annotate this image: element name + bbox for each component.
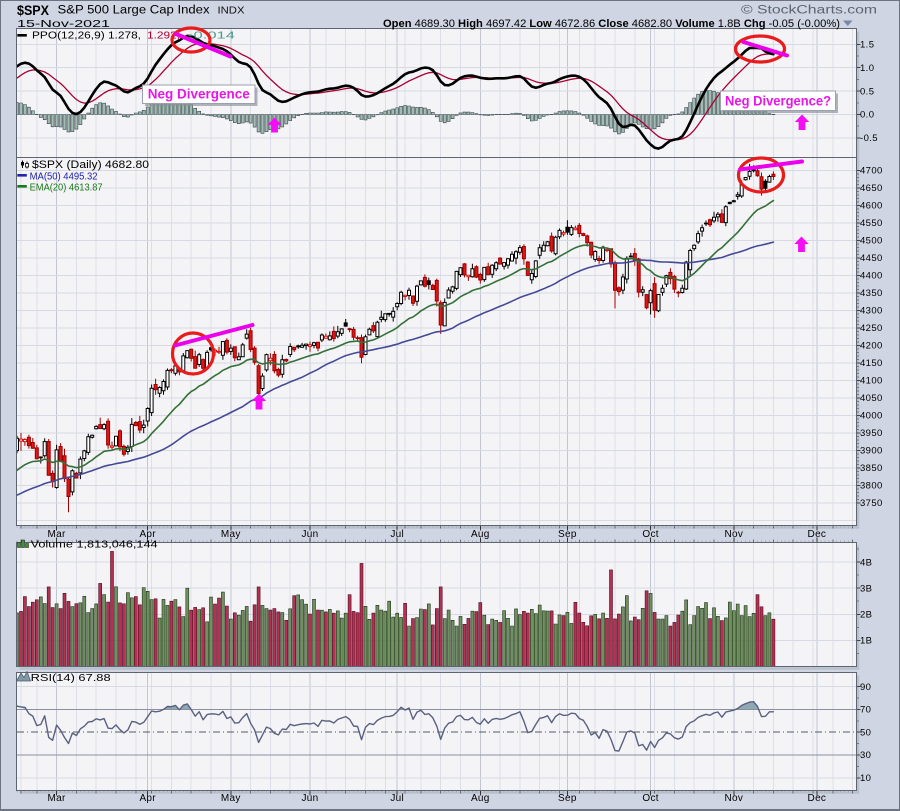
svg-text:S&P 500 Large Cap Index: S&P 500 Large Cap Index (58, 5, 210, 17)
svg-text:-0.014: -0.014 (188, 31, 236, 42)
svg-text:50: 50 (860, 727, 871, 738)
svg-text:Nov: Nov (724, 793, 743, 804)
svg-text:4700: 4700 (860, 166, 883, 177)
svg-text:3750: 3750 (860, 498, 883, 509)
svg-text:Sep: Sep (558, 529, 577, 540)
svg-text:Jun: Jun (301, 529, 318, 540)
svg-text:1.0: 1.0 (860, 63, 874, 74)
svg-text:10: 10 (860, 773, 871, 784)
svg-text:4300: 4300 (860, 306, 883, 317)
svg-text:RSI(14) 67.88: RSI(14) 67.88 (31, 672, 111, 684)
svg-text:Volume 1,813,046,144: Volume 1,813,046,144 (31, 538, 158, 550)
svg-text:-0.5: -0.5 (860, 133, 878, 144)
svg-text:4100: 4100 (860, 376, 883, 387)
svg-text:Mar: Mar (48, 793, 66, 804)
svg-text:Dec: Dec (808, 793, 827, 804)
svg-text:Open 4689.30 High 4697.42 Low: Open 4689.30 High 4697.42 Low 4672.86 Cl… (383, 18, 840, 30)
svg-text:INDX: INDX (218, 6, 245, 17)
svg-text:© StockCharts.com: © StockCharts.com (741, 5, 877, 17)
svg-text:Apr: Apr (139, 529, 156, 540)
svg-text:Jun: Jun (301, 793, 318, 804)
svg-text:Mar: Mar (48, 529, 66, 540)
svg-text:Apr: Apr (139, 793, 156, 804)
svg-text:4400: 4400 (860, 271, 883, 282)
svg-text:4050: 4050 (860, 393, 883, 404)
svg-text:May: May (221, 793, 241, 804)
svg-text:4150: 4150 (860, 358, 883, 369)
svg-text:Nov: Nov (724, 529, 743, 540)
svg-text:4250: 4250 (860, 323, 883, 334)
svg-text:4350: 4350 (860, 288, 883, 299)
svg-text:4000: 4000 (860, 411, 883, 422)
svg-text:2B: 2B (860, 610, 872, 621)
svg-text:70: 70 (860, 705, 871, 716)
svg-text:MA(50) 4495.32: MA(50) 4495.32 (30, 171, 98, 182)
svg-text:3800: 3800 (860, 481, 883, 492)
svg-text:$SPX: $SPX (17, 3, 49, 18)
svg-text:$SPX (Daily) 4682.80: $SPX (Daily) 4682.80 (32, 159, 149, 171)
svg-text:Dec: Dec (808, 529, 827, 540)
svg-text:1.5: 1.5 (860, 40, 874, 51)
svg-text:0.0: 0.0 (860, 110, 874, 121)
svg-text:4500: 4500 (860, 236, 883, 247)
svg-text:4200: 4200 (860, 341, 883, 352)
svg-text:Oct: Oct (642, 793, 658, 804)
svg-text:Jul: Jul (390, 793, 404, 804)
svg-text:30: 30 (860, 750, 871, 761)
svg-text:Aug: Aug (471, 793, 490, 804)
svg-text:1.292,: 1.292, (147, 31, 180, 42)
svg-text:Oct: Oct (642, 529, 658, 540)
svg-text:May: May (221, 529, 241, 540)
svg-text:3900: 3900 (860, 446, 883, 457)
svg-text:4650: 4650 (860, 183, 883, 194)
svg-text:Neg Divergence?: Neg Divergence? (725, 94, 831, 109)
svg-text:3850: 3850 (860, 463, 883, 474)
svg-text:3B: 3B (860, 583, 872, 594)
svg-text:Jul: Jul (390, 529, 404, 540)
svg-text:15-Nov-2021: 15-Nov-2021 (17, 18, 110, 30)
svg-text:Neg Divergence: Neg Divergence (148, 87, 250, 102)
svg-text:4600: 4600 (860, 201, 883, 212)
svg-text:0.5: 0.5 (860, 86, 874, 97)
svg-text:Aug: Aug (471, 529, 490, 540)
svg-text:4550: 4550 (860, 218, 883, 229)
svg-text:EMA(20) 4613.87: EMA(20) 4613.87 (30, 182, 103, 193)
svg-text:4450: 4450 (860, 253, 883, 264)
svg-text:90: 90 (860, 682, 871, 693)
svg-text:1B: 1B (860, 636, 872, 647)
svg-text:Sep: Sep (558, 793, 577, 804)
svg-text:PPO(12,26,9) 1.278,: PPO(12,26,9) 1.278, (32, 31, 141, 42)
svg-text:3950: 3950 (860, 428, 883, 439)
svg-text:4B: 4B (860, 557, 872, 568)
